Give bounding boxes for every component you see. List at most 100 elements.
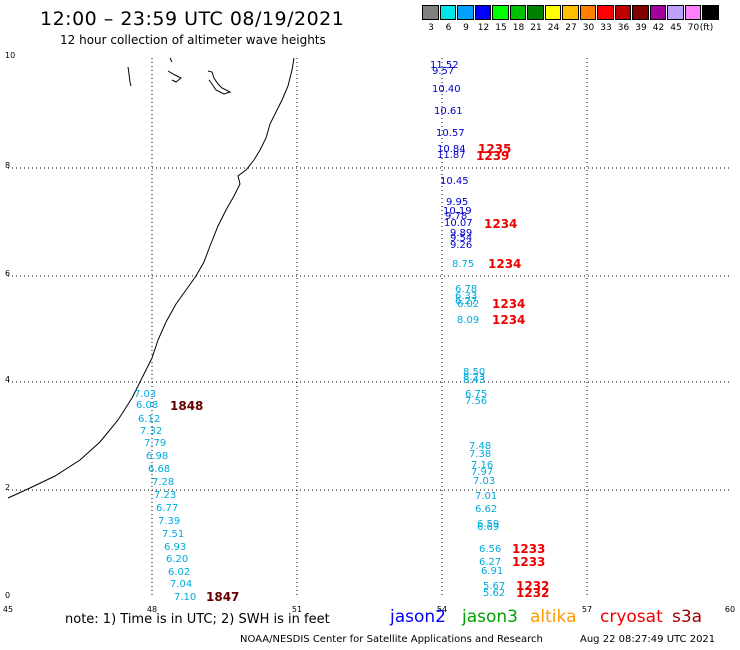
wave-value-label: 11.87 — [437, 150, 466, 161]
wave-value-label: 9.78 — [445, 211, 467, 222]
wave-value-label: 10.45 — [440, 176, 469, 187]
wave-value-label: 9.95 — [446, 197, 468, 208]
wave-value-label: 6.56 — [479, 544, 501, 555]
wave-value-label: 11.52 — [430, 60, 459, 71]
wave-value-label: 8.75 — [452, 259, 474, 270]
scale-label: 6 — [445, 23, 452, 33]
wave-value-label: 9.89 — [450, 228, 472, 239]
time-label: 1847 — [206, 590, 239, 604]
wave-value-label: 7.48 — [469, 441, 491, 452]
wave-value-label: 8.50 — [463, 367, 485, 378]
wave-value-label: 7.03 — [473, 476, 495, 487]
scale-label: 21 — [530, 23, 542, 33]
legend-item-s3a: s3a — [672, 607, 703, 627]
scale-label: 24 — [547, 23, 560, 33]
wave-value-label: 7.32 — [140, 426, 162, 437]
scale-label: 30 — [582, 23, 595, 33]
wave-value-label: 7.04 — [170, 579, 192, 590]
wave-value-label: 6.98 — [146, 451, 168, 462]
scale-swatch — [632, 5, 649, 20]
wave-value-label: 7.28 — [152, 477, 174, 488]
wave-value-label: 5.62 — [483, 588, 505, 599]
scale-swatch — [422, 5, 439, 20]
credit-text: NOAA/NESDIS Center for Satellite Applica… — [240, 634, 543, 645]
wave-value-label: 7.97 — [471, 467, 493, 478]
wave-value-label: 6.02 — [168, 567, 190, 578]
wave-value-label: 6.08 — [136, 400, 158, 411]
legend-item-cryosat: cryosat — [600, 607, 663, 627]
y-tick-label: 8 — [5, 161, 10, 170]
wave-value-label: 10.07 — [444, 218, 473, 229]
wave-value-label: 7.56 — [465, 396, 487, 407]
island — [127, 57, 232, 95]
wave-value-label: 9.54 — [450, 233, 472, 244]
wave-value-label: 7.38 — [469, 449, 491, 460]
wave-value-label: 6.20 — [166, 554, 188, 565]
wave-value-label: 10.57 — [436, 128, 465, 139]
wave-value-label: 6.27 — [479, 557, 501, 568]
wave-value-label: 9.26 — [450, 240, 472, 251]
scale-swatch — [614, 5, 631, 20]
time-label: 1234 — [484, 217, 517, 231]
wave-value-label: 10.84 — [437, 144, 466, 155]
wave-value-label: 10.40 — [432, 84, 461, 95]
wave-value-label: 7.51 — [162, 529, 184, 540]
page-subtitle: 12 hour collection of altimeter wave hei… — [60, 33, 326, 47]
scale-swatch — [649, 5, 666, 20]
y-tick-label: 10 — [5, 51, 15, 60]
wave-value-label: 6.75 — [465, 389, 487, 400]
time-labels: 1235123912341234123412341233123312321232… — [170, 142, 549, 604]
wave-value-label: 6.12 — [138, 414, 160, 425]
time-label: 1848 — [170, 399, 203, 413]
wave-value-label: 8.09 — [457, 315, 479, 326]
scale-label: 27 — [565, 23, 577, 33]
note-text: note: 1) Time is in UTC; 2) SWH is in fe… — [65, 612, 330, 627]
time-label: 1233 — [512, 555, 545, 569]
time-label: 1239 — [476, 149, 509, 163]
wave-value-label: 7.79 — [144, 438, 166, 449]
wave-value-label: 7.03 — [134, 389, 156, 400]
time-label: 1234 — [492, 313, 525, 327]
scale-swatch — [527, 5, 544, 20]
x-tick-label: 48 — [147, 605, 157, 614]
scale-label: 9 — [463, 23, 469, 33]
x-tick-label: 51 — [292, 605, 302, 614]
timestamp: Aug 22 08:27:49 UTC 2021 — [580, 634, 716, 645]
scale-swatch — [562, 5, 579, 20]
wave-value-label: 10.19 — [443, 206, 472, 217]
scale-label: 12 — [477, 23, 490, 33]
y-tick-label: 4 — [5, 375, 10, 384]
time-label: 1232 — [516, 579, 549, 593]
y-tick-label: 2 — [5, 483, 10, 492]
scale-swatch — [544, 5, 561, 20]
scale-swatch — [667, 5, 684, 20]
scale-label: 15 — [495, 23, 507, 33]
scale-swatch — [509, 5, 526, 20]
time-label: 1234 — [488, 257, 521, 271]
scale-swatch — [457, 5, 474, 20]
scale-swatch — [684, 5, 701, 20]
scale-label: 18 — [512, 23, 525, 33]
scale-label: 70 — [687, 23, 700, 33]
wave-value-label: 7.01 — [475, 491, 497, 502]
wave-value-label: 6.33 — [455, 291, 477, 302]
wave-value-label: 8.23 — [463, 372, 485, 383]
wave-value-label: 6.69 — [477, 522, 499, 533]
y-tick-label: 0 — [5, 591, 10, 600]
scale-label: 39 — [635, 23, 647, 33]
page-title: 12:00 – 23:59 UTC 08/19/2021 — [40, 8, 345, 30]
scale-swatch — [702, 5, 719, 20]
wave-value-label: 7.10 — [174, 592, 196, 603]
y-tick-label: 6 — [5, 269, 10, 278]
time-label: 1234 — [492, 297, 525, 311]
wave-value-label: 6.78 — [455, 284, 477, 295]
wave-value-label: 7.23 — [154, 490, 176, 501]
x-tick-label: 54 — [437, 605, 447, 614]
scale-unit: (ft) — [699, 23, 714, 33]
wave-value-label: 5.67 — [483, 581, 505, 592]
wave-value-label: 7.16 — [471, 460, 493, 471]
scale-label: 33 — [600, 23, 612, 33]
legend-item-jason2: jason2 — [390, 607, 446, 627]
